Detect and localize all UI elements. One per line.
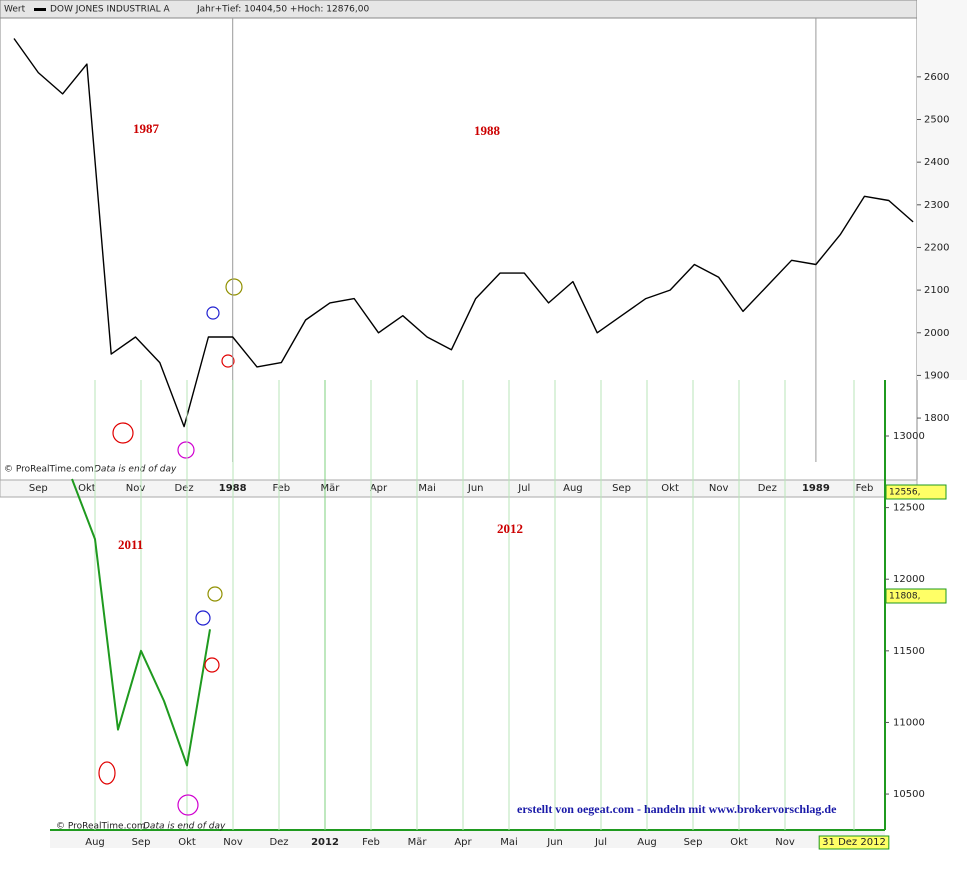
y-tick-label: 2500 xyxy=(924,115,949,126)
x-tick-label: 1989 xyxy=(802,483,830,494)
legend-swatch xyxy=(34,8,46,11)
x-tick-label: Nov xyxy=(126,483,146,494)
x-tick-label: Okt xyxy=(730,837,748,848)
y-tick-label: 2200 xyxy=(924,242,949,253)
marker-circle xyxy=(206,306,220,320)
marker-circle xyxy=(225,278,243,296)
source: © ProRealTime.com xyxy=(56,822,146,832)
annotation: 1988 xyxy=(474,123,501,138)
top-y-axis xyxy=(917,0,967,380)
marker-circle xyxy=(221,354,235,368)
y-tick-label: 2600 xyxy=(924,72,949,83)
y-tick-label: 12000 xyxy=(893,574,925,585)
x-tick-label: Apr xyxy=(370,483,388,494)
y-tick-label: 12500 xyxy=(893,503,925,514)
credit: erstellt von oegeat.com - handeln mit ww… xyxy=(517,802,837,816)
x-tick-label: Jun xyxy=(546,837,563,848)
y-tick-label: 10500 xyxy=(893,789,925,800)
x-tick-label: Dez xyxy=(758,483,777,494)
x-tick-label: Feb xyxy=(362,837,380,848)
y-tick-label: 2000 xyxy=(924,328,949,339)
x-tick-label: Nov xyxy=(223,837,243,848)
marker-circle xyxy=(112,422,134,444)
top-panel xyxy=(0,0,918,481)
x-tick-label: 31 Dez 2012 xyxy=(822,837,886,848)
bottom-x-axis xyxy=(50,830,885,848)
x-tick-label: Sep xyxy=(29,483,48,494)
x-tick-label: Mär xyxy=(408,837,428,848)
chart-subtitle: Jahr+Tief: 10404,50 +Hoch: 12876,00 xyxy=(196,5,369,15)
y-tick-label: 11000 xyxy=(893,717,925,728)
marker-circle xyxy=(177,794,199,816)
price-tag xyxy=(885,588,947,604)
x-tick-label: Sep xyxy=(684,837,703,848)
x-tick-label: Feb xyxy=(272,483,290,494)
x-tick-label: Okt xyxy=(178,837,196,848)
x-tick-label: Aug xyxy=(563,483,583,494)
price-line xyxy=(13,38,914,428)
x-tick-label: Jun xyxy=(467,483,484,494)
marker-circle xyxy=(177,441,195,459)
x-tick-label: Nov xyxy=(709,483,729,494)
x-tick-label: Mai xyxy=(418,483,436,494)
annotation: 2012 xyxy=(497,521,523,536)
bottom-chart: 10500 11000 11500 12000 12500 13000 Aug Sep Okt N… xyxy=(71,380,925,850)
source: © ProRealTime.com xyxy=(4,465,94,475)
x-tick-label: Aug xyxy=(637,837,657,848)
y-tick-label: 1800 xyxy=(924,413,949,424)
y-tick-label: 2100 xyxy=(924,285,949,296)
y-tick-label: 13000 xyxy=(893,431,925,442)
price-tag-label: 11808, xyxy=(889,592,921,602)
marker-circle xyxy=(195,610,211,626)
x-tick-label: Sep xyxy=(132,837,151,848)
markers xyxy=(98,586,223,816)
chart-title: DOW JONES INDUSTRIAL A xyxy=(50,5,171,15)
price-tag xyxy=(885,484,947,500)
x-tick-label: Mai xyxy=(500,837,518,848)
y-tick-label: 2400 xyxy=(924,157,949,168)
markers xyxy=(112,278,243,459)
date-tag xyxy=(818,835,890,850)
x-tick-label: Dez xyxy=(175,483,194,494)
annotation: 2011 xyxy=(118,537,143,552)
x-tick-label: Dez xyxy=(269,837,288,848)
annotation: 1987 xyxy=(133,121,160,136)
marker-circle xyxy=(207,586,223,602)
x-tick-label: Jul xyxy=(517,483,530,494)
y-tick-label: 1900 xyxy=(924,370,949,381)
y-tick-label: 11500 xyxy=(893,646,925,657)
marker-circle xyxy=(98,761,116,785)
x-tick-label: Apr xyxy=(454,837,472,848)
marker-circle xyxy=(204,657,220,673)
x-tick-label: Mär xyxy=(320,483,340,494)
x-tick-label: Jul xyxy=(594,837,607,848)
x-tick-label: Feb xyxy=(856,483,874,494)
x-tick-label: Sep xyxy=(612,483,631,494)
note: Data is end of day xyxy=(94,465,177,475)
x-tick-label: Okt xyxy=(661,483,679,494)
price-tag-label: 12556, xyxy=(889,488,921,498)
note: Data is end of day xyxy=(143,822,226,832)
legend-label: Wert xyxy=(4,5,26,15)
x-tick-label: 2012 xyxy=(311,837,339,848)
y-tick-label: 2300 xyxy=(924,200,949,211)
x-tick-label: Nov xyxy=(775,837,795,848)
price-line xyxy=(71,478,211,767)
x-tick-label: Okt xyxy=(78,483,96,494)
x-tick-label: Aug xyxy=(85,837,105,848)
